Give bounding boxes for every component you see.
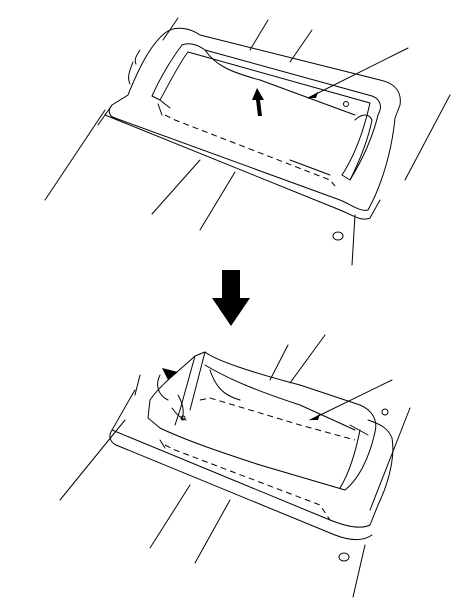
bottom-panel	[59, 334, 411, 598]
top-console-housing	[97, 27, 401, 241]
top-panel	[44, 17, 451, 266]
top-background-lines	[44, 17, 451, 266]
bottom-background-lines	[59, 334, 411, 598]
bottom-opened-tray	[147, 351, 377, 491]
top-tray-floor	[157, 103, 336, 187]
bottom-console-housing	[109, 389, 394, 562]
lift-direction-arrow-icon	[252, 88, 264, 116]
hinge-rotation-arrow-icon	[157, 368, 187, 421]
top-tray-rim	[151, 43, 381, 181]
step-down-arrow-icon	[212, 270, 250, 326]
top-leader	[307, 47, 409, 107]
bottom-leader	[309, 379, 393, 421]
bottom-tray-floor	[159, 397, 356, 521]
